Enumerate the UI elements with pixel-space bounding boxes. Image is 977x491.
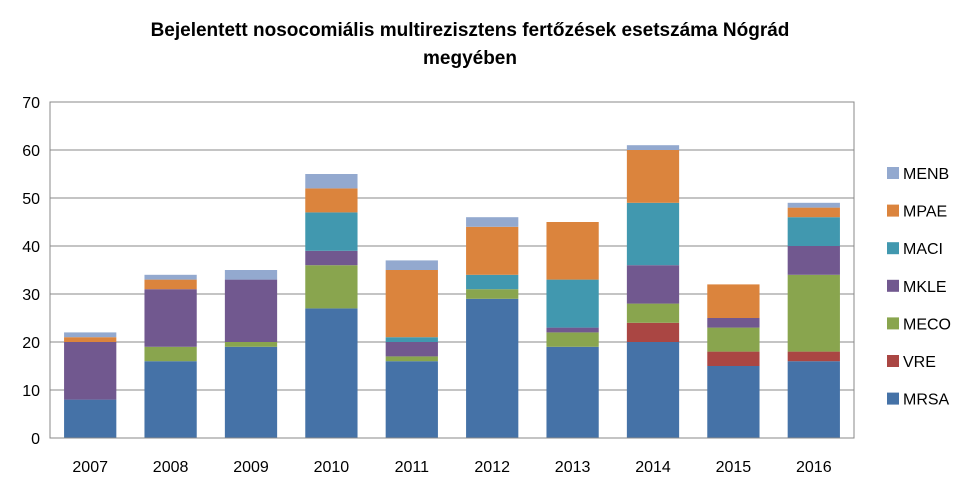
chart-title-line-1: Bejelentett nosocomiális multirezisztens… bbox=[150, 20, 790, 41]
bar-segment-meco bbox=[466, 289, 519, 299]
bar-segment-menb bbox=[466, 217, 519, 227]
bar-segment-mkle bbox=[385, 342, 438, 357]
legend-swatch-vre bbox=[887, 355, 899, 367]
bar-segment-meco bbox=[787, 274, 840, 352]
bar-segment-mpae bbox=[707, 284, 760, 318]
bar-segment-meco bbox=[385, 356, 438, 362]
legend-swatch-menb bbox=[887, 167, 899, 179]
chart-title-line-2: megyében bbox=[423, 48, 517, 69]
y-tick-label: 50 bbox=[22, 191, 40, 208]
bar-segment-mkle bbox=[144, 289, 197, 347]
bar-segment-meco bbox=[546, 332, 599, 347]
bar-segment-meco bbox=[305, 265, 358, 309]
bar-segment-mrsa bbox=[305, 308, 358, 438]
x-tick-label: 2009 bbox=[233, 459, 269, 476]
bar-segment-maci bbox=[626, 202, 680, 266]
bar-segment-mrsa bbox=[64, 399, 117, 438]
bar-segment-meco bbox=[144, 346, 197, 362]
x-tick-label: 2014 bbox=[635, 459, 671, 476]
bar-segment-menb bbox=[626, 145, 680, 150]
bar-segment-mpae bbox=[305, 188, 358, 213]
bar-segment-maci bbox=[305, 212, 358, 251]
legend-label-mpae: MPAE bbox=[903, 204, 947, 221]
y-tick-label: 30 bbox=[22, 287, 40, 304]
bar-segment-vre bbox=[626, 322, 680, 342]
bar-segment-mkle bbox=[305, 250, 358, 266]
y-tick-label: 60 bbox=[22, 143, 40, 160]
bar-segment-mrsa bbox=[626, 342, 680, 438]
y-tick-label: 0 bbox=[31, 431, 40, 448]
legend-swatch-maci bbox=[887, 242, 899, 255]
bar-segment-menb bbox=[787, 202, 840, 208]
y-tick-label: 20 bbox=[22, 335, 40, 352]
x-tick-label: 2010 bbox=[314, 459, 350, 476]
bar-segment-meco bbox=[626, 303, 680, 323]
bar-segment-mkle bbox=[64, 342, 117, 400]
bar-segment-mpae bbox=[626, 150, 680, 203]
x-tick-label: 2016 bbox=[796, 459, 832, 476]
bar-segment-menb bbox=[144, 274, 197, 280]
y-tick-label: 10 bbox=[22, 383, 40, 400]
bar-segment-menb bbox=[224, 270, 278, 280]
x-tick-label: 2008 bbox=[153, 459, 189, 476]
bar-segment-mpae bbox=[144, 279, 197, 290]
bar-segment-mpae bbox=[385, 270, 438, 338]
bar-segment-mrsa bbox=[707, 366, 760, 438]
x-tick-label: 2012 bbox=[474, 459, 510, 476]
x-tick-label: 2013 bbox=[555, 459, 591, 476]
bar-segment-mpae bbox=[466, 226, 519, 275]
bar-segment-vre bbox=[707, 351, 760, 366]
legend-label-mrsa: MRSA bbox=[903, 392, 950, 409]
bar-segment-mkle bbox=[626, 265, 680, 304]
bar-segment-meco bbox=[224, 342, 278, 347]
bar-segment-mkle bbox=[546, 327, 599, 333]
bar-segment-maci bbox=[787, 217, 840, 246]
y-tick-label: 40 bbox=[22, 239, 40, 256]
legend-swatch-mpae bbox=[887, 204, 899, 217]
bar-segment-vre bbox=[787, 351, 840, 362]
legend-swatch-meco bbox=[887, 317, 899, 330]
x-tick-label: 2015 bbox=[716, 459, 752, 476]
axes: 0 10 20 30 40 50 60 70 2007 2008 2009 2010 2011 2012 2… bbox=[22, 95, 855, 476]
legend-label-vre: VRE bbox=[903, 354, 936, 371]
legend: MENB MPAE MACI MKLE MECO VRE MRSA bbox=[887, 166, 951, 409]
bar-segment-maci bbox=[385, 337, 438, 342]
bar-segment-maci bbox=[546, 279, 599, 328]
bar-segment-menb bbox=[64, 332, 117, 338]
bar-segment-menb bbox=[385, 260, 438, 270]
bar-segment-mpae bbox=[787, 207, 840, 218]
bar-segment-mrsa bbox=[466, 298, 519, 438]
bar-segment-mkle bbox=[787, 246, 840, 275]
bar-segment-mrsa bbox=[144, 361, 197, 438]
bar-segment-meco bbox=[707, 327, 760, 352]
legend-label-maci: MACI bbox=[903, 241, 943, 258]
bar-segment-menb bbox=[305, 174, 358, 189]
bar-segment-maci bbox=[466, 274, 519, 290]
x-tick-label: 2011 bbox=[395, 459, 430, 476]
y-tick-label: 70 bbox=[22, 95, 40, 112]
bar-segment-mkle bbox=[224, 279, 278, 342]
plot-area-border bbox=[49, 101, 855, 439]
bar-segment-mkle bbox=[707, 318, 760, 328]
chart-title: Bejelentett nosocomiális multirezisztens… bbox=[40, 17, 900, 73]
legend-label-menb: MENB bbox=[903, 166, 949, 183]
x-tick-label: 2007 bbox=[72, 459, 108, 476]
bar-segment-mrsa bbox=[385, 361, 438, 438]
bar-segment-mpae bbox=[64, 337, 117, 342]
legend-swatch-mkle bbox=[887, 279, 899, 292]
legend-label-meco: MECO bbox=[903, 316, 951, 333]
legend-label-mkle: MKLE bbox=[903, 279, 947, 296]
bars bbox=[64, 145, 840, 438]
legend-swatch-mrsa bbox=[887, 392, 899, 405]
bar-segment-mpae bbox=[546, 222, 599, 280]
bar-segment-mrsa bbox=[546, 346, 599, 438]
bar-segment-mrsa bbox=[787, 361, 840, 438]
bar-segment-mrsa bbox=[224, 346, 278, 438]
